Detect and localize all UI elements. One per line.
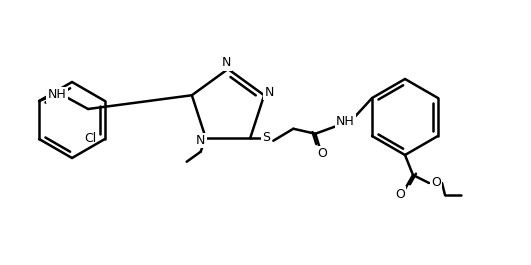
Text: O: O (318, 147, 327, 160)
Text: N: N (196, 134, 205, 147)
Text: O: O (395, 188, 405, 201)
Text: Cl: Cl (84, 132, 97, 145)
Text: S: S (262, 131, 270, 144)
Text: O: O (431, 176, 441, 189)
Text: NH: NH (336, 115, 355, 128)
Text: N: N (264, 86, 274, 99)
Text: N: N (221, 56, 230, 69)
Text: NH: NH (48, 89, 66, 101)
